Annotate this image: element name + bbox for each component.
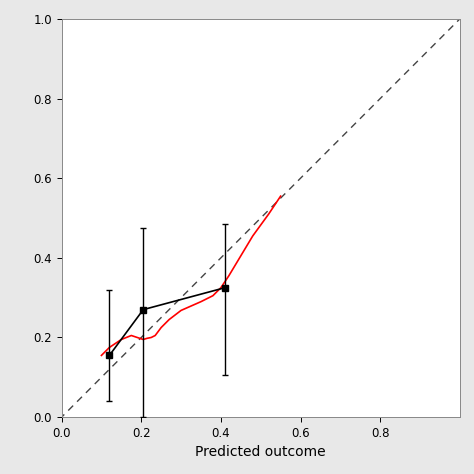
X-axis label: Predicted outcome: Predicted outcome	[195, 446, 326, 459]
